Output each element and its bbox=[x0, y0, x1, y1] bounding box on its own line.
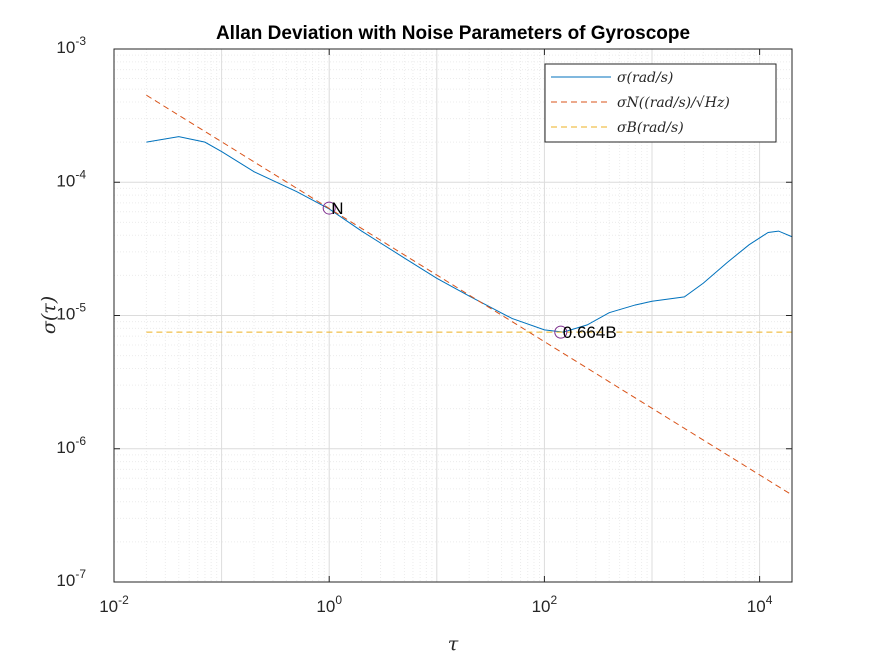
series-lines bbox=[146, 94, 793, 496]
y-axis-label: σ(τ) bbox=[38, 296, 60, 334]
y-tick-label: 10-3 bbox=[56, 34, 86, 57]
chart-title: Allan Deviation with Noise Parameters of… bbox=[216, 23, 690, 44]
y-tick-label: 10-5 bbox=[56, 301, 86, 324]
marker-label-2: 0.664B bbox=[563, 323, 617, 342]
x-tick-label: 102 bbox=[532, 593, 558, 616]
series-line-2 bbox=[146, 94, 793, 496]
y-tick-label: 10-4 bbox=[56, 167, 86, 190]
legend-label-1: σ(rad/s) bbox=[617, 70, 673, 86]
markers: N 0.664B bbox=[322, 199, 617, 342]
x-tick-label: 10-2 bbox=[99, 593, 129, 616]
y-tick-label: 10-7 bbox=[56, 567, 86, 590]
x-tick-label: 104 bbox=[747, 593, 773, 616]
legend-label-2: σN((rad/s)/√Hz) bbox=[617, 95, 730, 111]
x-tick-label: 100 bbox=[316, 593, 342, 616]
marker-circle-1 bbox=[322, 201, 336, 215]
y-tick-label: 10-6 bbox=[56, 434, 86, 457]
series-line-1 bbox=[146, 136, 793, 333]
x-axis-label: τ bbox=[448, 633, 459, 655]
marker-circle-2 bbox=[554, 325, 568, 339]
marker-label-1: N bbox=[331, 199, 343, 218]
axis-ticks: 10-2 100 102 104 10-3 10-4 10-5 10-6 10-7 bbox=[56, 34, 792, 616]
legend: σ(rad/s) σN((rad/s)/√Hz) σB(rad/s) bbox=[544, 63, 777, 143]
legend-label-3: σB(rad/s) bbox=[617, 120, 684, 136]
